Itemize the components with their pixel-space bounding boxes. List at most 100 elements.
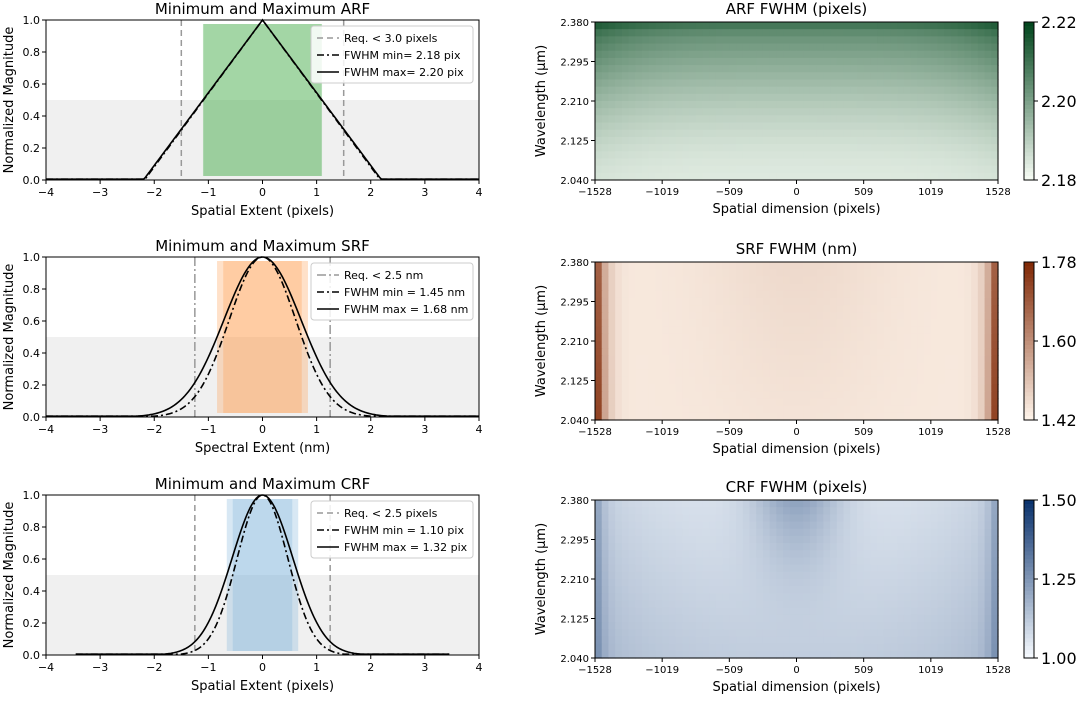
heatmap-cell [877, 22, 885, 30]
heatmap-cell [695, 158, 704, 167]
heatmap-cell [903, 312, 912, 321]
heatmap-cell [809, 348, 818, 356]
heatmap-cell [809, 136, 818, 145]
heatmap-cell [662, 521, 670, 530]
heatmap-cell [608, 158, 616, 167]
heatmap-cell [991, 369, 999, 378]
heatmap-cell [595, 129, 603, 138]
heatmap-cell [642, 297, 650, 306]
heatmap-cell [628, 326, 636, 335]
heatmap-cell [655, 369, 663, 378]
heatmap-cell [903, 341, 912, 349]
heatmap-cell [749, 348, 757, 356]
heatmap-cell [877, 50, 885, 59]
heatmap-cell [668, 93, 677, 102]
heatmap-cell [843, 297, 851, 306]
heatmap-cell [722, 29, 730, 37]
heatmap-cell [621, 36, 630, 45]
heatmap-cell [682, 571, 690, 580]
heatmap-cell [917, 571, 925, 580]
heatmap-cell [736, 405, 744, 414]
heatmap-cell [924, 579, 932, 587]
heatmap-cell [789, 643, 798, 652]
heatmap-cell [803, 636, 811, 645]
heatmap-cell [984, 543, 992, 551]
heatmap-cell [695, 636, 704, 645]
heatmap-cell [823, 514, 831, 523]
heatmap-cell [776, 384, 784, 392]
heatmap-cell [722, 50, 730, 59]
heatmap-cell [991, 514, 999, 523]
colorbar-segment [1024, 37, 1034, 43]
heatmap-cell [635, 79, 643, 88]
heatmap-cell [648, 86, 657, 95]
heatmap-cell [682, 79, 690, 88]
heatmap-cell [783, 101, 791, 109]
heatmap-cell [870, 22, 878, 30]
heatmap-cell [702, 115, 710, 124]
heatmap-cell [621, 622, 630, 630]
heatmap-cell [816, 579, 824, 587]
x-tick-label: 2 [367, 423, 374, 436]
heatmap-cell [924, 101, 932, 109]
heatmap-cell [877, 115, 885, 124]
heatmap-cell [903, 65, 912, 73]
heatmap-cell [971, 319, 979, 328]
heatmap-cell [897, 101, 905, 109]
heatmap-cell [944, 643, 952, 652]
heatmap-cell [648, 276, 657, 285]
heatmap-cell [655, 412, 663, 421]
heatmap-cell [742, 564, 751, 573]
heatmap-cell [668, 43, 677, 52]
heatmap-cell [843, 622, 851, 630]
heatmap-cell [756, 36, 764, 45]
heatmap-cell [897, 564, 905, 573]
heatmap-cell [628, 43, 636, 52]
heatmap-cell [689, 276, 697, 285]
heatmap-cell [803, 276, 811, 285]
heatmap-cell [783, 600, 791, 609]
heatmap-cell [856, 500, 865, 508]
heatmap-cell [964, 535, 972, 544]
heatmap-cell [682, 115, 690, 124]
heatmap-cell [648, 79, 657, 88]
heatmap-cell [917, 36, 925, 45]
heatmap-cell [682, 579, 690, 587]
heatmap-cell [702, 165, 710, 174]
heatmap-cell [917, 86, 925, 95]
heatmap-cell [850, 535, 858, 544]
heatmap-cell [944, 86, 952, 95]
heatmap-cell [830, 36, 838, 45]
heatmap-cell [796, 43, 804, 52]
heatmap-cell [702, 507, 710, 515]
heatmap-cell [756, 79, 764, 88]
heatmap-cell [877, 101, 885, 109]
colorbar-segment [1024, 289, 1034, 295]
heatmap-cell [742, 50, 751, 59]
heatmap-cell [642, 391, 650, 400]
heatmap-cell [950, 312, 959, 321]
heatmap-cell [883, 500, 892, 508]
heatmap-cell [823, 557, 831, 566]
heatmap-cell [910, 326, 918, 335]
heatmap-cell [850, 391, 858, 400]
heatmap-cell [971, 122, 979, 131]
heatmap-cell [984, 629, 992, 638]
heatmap-cell [910, 43, 918, 52]
x-axis-label: Spectral Extent (nm) [195, 441, 330, 456]
heatmap-cell [836, 362, 845, 371]
x-tick-label: 0 [259, 423, 266, 436]
heatmap-cell [903, 129, 912, 138]
heatmap-cell [977, 355, 986, 364]
heatmap-cell [937, 50, 945, 59]
heatmap-cell [910, 405, 918, 414]
heatmap-cell [809, 535, 818, 544]
heatmap-cell [749, 122, 757, 131]
heatmap-cell [803, 614, 811, 623]
heatmap-cell [655, 355, 663, 364]
heatmap-cell [628, 614, 636, 623]
heatmap-cell [816, 600, 824, 609]
heatmap-cell [642, 312, 650, 321]
heatmap-cell [615, 276, 623, 285]
heatmap-cell [984, 412, 992, 421]
